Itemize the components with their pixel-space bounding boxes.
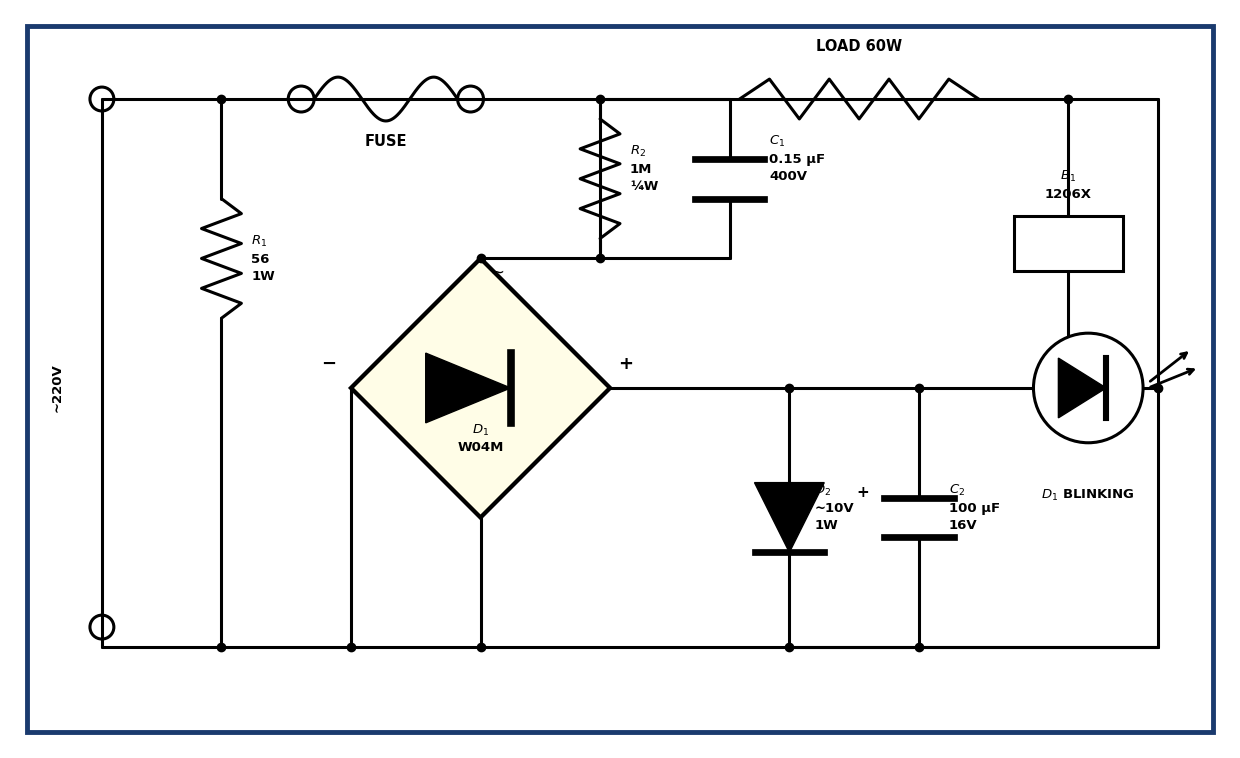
Text: LOAD 60W: LOAD 60W: [816, 39, 903, 54]
Text: $C_1$
0.15 µF
400V: $C_1$ 0.15 µF 400V: [770, 134, 826, 183]
Text: $D_1$ BLINKING: $D_1$ BLINKING: [1042, 487, 1135, 503]
Text: $C_2$
100 µF
16V: $C_2$ 100 µF 16V: [949, 483, 999, 532]
Polygon shape: [1059, 358, 1106, 418]
Circle shape: [1033, 334, 1143, 443]
Polygon shape: [351, 258, 610, 518]
Text: $D_1$
W04M: $D_1$ W04M: [458, 423, 503, 454]
Text: FUSE: FUSE: [365, 134, 407, 149]
Text: $R_2$
1M
¼W: $R_2$ 1M ¼W: [630, 144, 658, 193]
Polygon shape: [425, 353, 511, 423]
Text: +: +: [618, 355, 632, 373]
Polygon shape: [754, 483, 825, 553]
Text: −: −: [321, 355, 336, 373]
Bar: [1013, 216, 1123, 271]
Text: $B_1$
1206X: $B_1$ 1206X: [1045, 169, 1092, 201]
Text: ~: ~: [491, 264, 505, 281]
Text: ~220V: ~220V: [51, 364, 63, 412]
Text: +: +: [857, 485, 869, 500]
Text: $D_2$
~10V
1W: $D_2$ ~10V 1W: [815, 483, 854, 532]
Text: $R_1$
56
1W: $R_1$ 56 1W: [252, 234, 275, 283]
